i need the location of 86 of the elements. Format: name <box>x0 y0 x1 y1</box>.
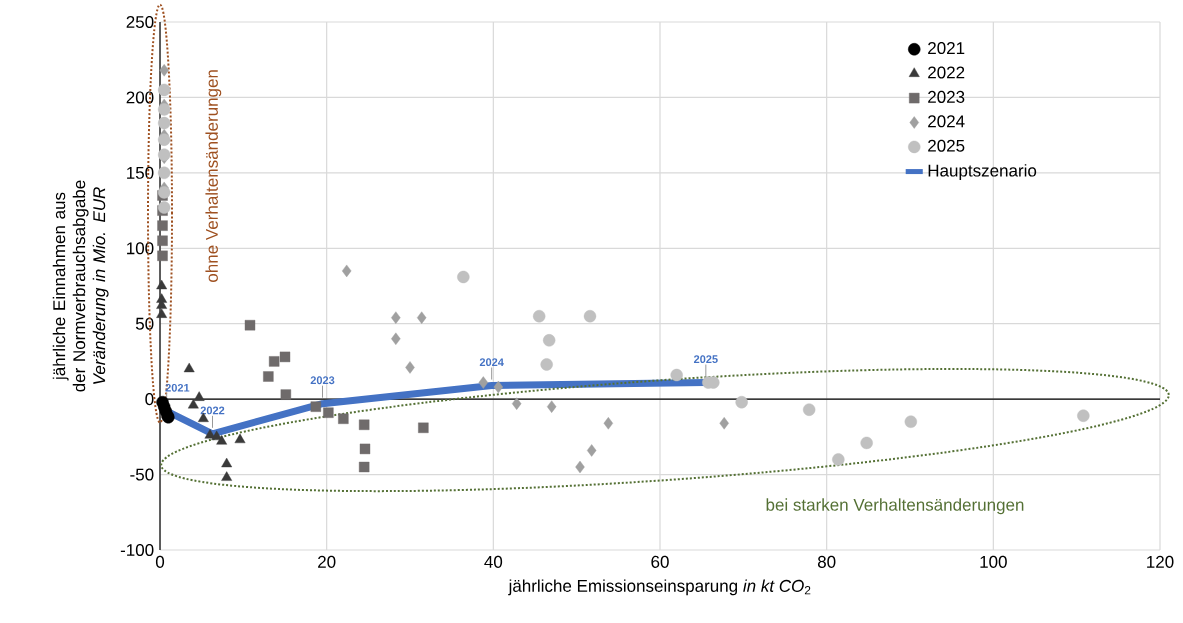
legend-label: 2023 <box>928 90 965 103</box>
point <box>221 457 233 468</box>
point <box>802 403 816 416</box>
point <box>157 83 171 97</box>
point <box>586 444 597 457</box>
annotation: 2023 <box>310 376 335 385</box>
legend-label: Hauptszenario <box>928 164 1037 180</box>
point <box>234 433 246 444</box>
x-tick-label: 60 <box>651 555 669 568</box>
point <box>719 417 729 430</box>
x-tick-label: 100 <box>980 555 1007 568</box>
point <box>338 413 349 424</box>
point <box>341 264 352 278</box>
point <box>904 415 918 428</box>
point <box>193 391 205 401</box>
point <box>323 407 334 418</box>
point <box>493 380 504 394</box>
point <box>157 220 168 231</box>
point <box>359 443 371 455</box>
annotation: 2022 <box>200 406 225 415</box>
point <box>244 320 256 331</box>
point <box>157 133 171 146</box>
point <box>279 351 291 363</box>
point <box>310 401 322 412</box>
point <box>511 397 522 410</box>
point <box>391 311 401 324</box>
y-tick-label: -100 <box>120 543 154 557</box>
legend-label: 2022 <box>928 66 965 79</box>
x-axis-title: jährliche Emissionseinsparung in kt CO$_{2}$ <box>508 579 811 596</box>
point <box>221 471 233 481</box>
legend-label: 2024 <box>928 115 965 128</box>
y-tick-label: 100 <box>127 242 154 255</box>
point <box>583 309 597 323</box>
point <box>405 361 415 374</box>
point <box>157 116 171 130</box>
point <box>478 376 489 389</box>
point <box>157 250 168 262</box>
point <box>358 461 370 473</box>
y-tick-label: 50 <box>135 317 154 330</box>
point <box>268 356 280 367</box>
y-axis-title: jährliche Einnahmen aus der Normverbrauchsabgabe Veränderung in Mio. EUR <box>52 180 109 392</box>
point <box>156 279 168 290</box>
point <box>358 419 370 430</box>
y-tick-label: 0 <box>145 393 154 406</box>
annotation: 2024 <box>479 358 504 367</box>
point <box>532 309 546 323</box>
point <box>157 186 171 199</box>
y-tick-label: 200 <box>126 91 154 104</box>
point <box>1077 409 1090 422</box>
x-tick-label: 40 <box>484 555 503 568</box>
point <box>263 371 274 382</box>
y-tick-label: 150 <box>127 166 154 179</box>
point <box>457 270 470 284</box>
annotation: bei starken Verhaltensänderungen <box>766 498 1024 515</box>
point <box>157 201 171 214</box>
x-tick-label: 0 <box>155 555 165 568</box>
point <box>157 235 168 246</box>
annotation: ohne Verhaltensänderungen <box>205 70 222 282</box>
x-tick-label: 20 <box>318 555 336 568</box>
x-tick-label: 80 <box>817 555 836 568</box>
point <box>575 460 585 474</box>
y-tick-label: -50 <box>130 468 154 481</box>
point <box>542 334 556 347</box>
point <box>416 311 427 324</box>
annotation: 2021 <box>165 383 190 392</box>
point <box>540 358 553 371</box>
legend-label: 2025 <box>928 139 965 152</box>
point <box>216 435 228 445</box>
point <box>860 436 873 450</box>
point <box>159 64 169 77</box>
point <box>157 103 171 116</box>
point <box>183 362 195 373</box>
point <box>603 417 614 430</box>
y-tick-label: 250 <box>126 15 154 29</box>
point <box>832 453 845 466</box>
point <box>546 400 557 413</box>
point <box>391 332 401 345</box>
point <box>670 368 683 382</box>
point <box>735 395 748 409</box>
point <box>157 166 171 180</box>
x-tick-label: 120 <box>1147 555 1174 568</box>
point <box>280 389 292 400</box>
legend-label: 2021 <box>928 42 965 55</box>
annotation: 2025 <box>693 355 718 364</box>
point <box>418 422 429 433</box>
point <box>156 308 168 318</box>
